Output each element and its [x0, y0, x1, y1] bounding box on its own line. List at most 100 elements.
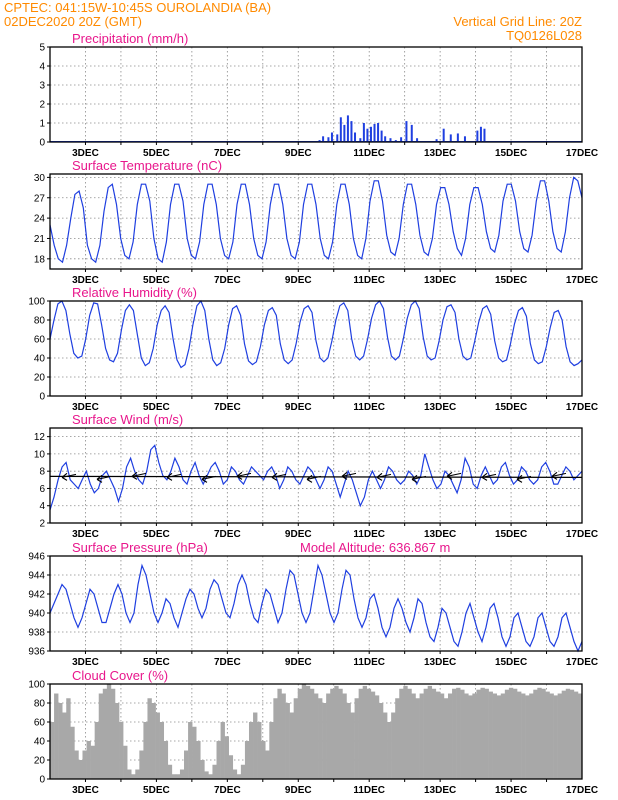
- x-tick-label: 11DEC: [353, 529, 385, 540]
- wind-arrow: [516, 474, 532, 483]
- cloud-bar: [500, 693, 506, 779]
- panel-precip: Precipitation (mm/h) 0 1 2 3 4 5 3DEC 5DEC 7DEC 9D…: [39, 31, 598, 159]
- panel-frame: [49, 173, 583, 270]
- x-tick-label: 9DEC: [285, 529, 312, 540]
- cloud-bar: [171, 774, 177, 779]
- precip-bar: [339, 117, 342, 142]
- cloud-bar: [342, 693, 347, 779]
- wind-arrow: [236, 471, 252, 480]
- x-tick-label: 7DEC: [214, 657, 241, 668]
- y-tick-label: 2: [39, 100, 45, 111]
- cloud-bar: [573, 691, 579, 779]
- precip-bar: [479, 126, 482, 142]
- rh-series-line: [49, 299, 583, 369]
- cloud-bar: [350, 712, 355, 779]
- cloud-bar: [257, 722, 262, 779]
- cloud-bar: [261, 741, 266, 779]
- cloud-bar: [240, 764, 246, 779]
- cloud-bar: [285, 703, 290, 779]
- cloud-bar: [391, 712, 396, 779]
- cloud-bar: [378, 703, 384, 779]
- cloud-bar: [163, 741, 169, 779]
- cloud-bar: [366, 688, 372, 779]
- x-tick-label: 15DEC: [495, 529, 527, 540]
- x-tick-label: 15DEC: [495, 785, 527, 796]
- panel-temp: Surface Temperature (nC) 18 21 24 27 30 3DEC 5D…: [34, 158, 598, 286]
- header-grid-note: Vertical Grid Line: 20Z: [453, 14, 582, 29]
- x-tick-label: 7DEC: [214, 529, 241, 540]
- panel-title-temp: Surface Temperature (nC): [72, 158, 222, 173]
- cloud-bar: [411, 693, 416, 779]
- cloud-bar: [123, 745, 128, 779]
- wind-arrow: [271, 472, 287, 481]
- wind-arrow: [131, 471, 147, 480]
- cloud-bar: [492, 693, 498, 779]
- wind-arrow: [341, 471, 357, 480]
- x-tick-label: 5DEC: [143, 529, 170, 540]
- header-location: CPTEC: 041:15W-10:45S OUROLANDIA (BA): [4, 0, 271, 15]
- panel-cloud: Cloud Cover (%) 0 20 40 60 80 100 3DEC 5DEC 7DEC 9…: [28, 668, 598, 796]
- cloud-bar: [301, 684, 307, 779]
- cloud-bar: [86, 741, 91, 779]
- precip-bar: [327, 137, 330, 142]
- cloud-bar: [354, 698, 359, 779]
- x-tick-label: 17DEC: [566, 402, 598, 413]
- cloud-bar: [70, 726, 75, 779]
- cloud-bar: [383, 712, 388, 779]
- cloud-bar: [529, 693, 534, 779]
- cloud-bar: [78, 760, 83, 779]
- y-tick-label: 30: [34, 173, 46, 184]
- cloud-bar: [114, 703, 120, 779]
- panel-frame: [49, 683, 583, 780]
- wind-arrow: [166, 472, 182, 481]
- precip-bar: [463, 136, 466, 142]
- cloud-bar: [90, 745, 95, 779]
- cloud-bar: [472, 693, 477, 779]
- cloud-bar: [346, 703, 351, 779]
- x-tick-label: 11DEC: [353, 148, 385, 159]
- cloud-bar: [443, 698, 449, 779]
- cloud-bar: [131, 774, 136, 779]
- panel-frame: [49, 427, 583, 524]
- cloud-bar: [98, 693, 104, 779]
- x-tick-label: 11DEC: [353, 402, 385, 413]
- precip-bar: [362, 123, 365, 142]
- cloud-bar: [277, 688, 282, 779]
- x-tick-label: 17DEC: [566, 148, 598, 159]
- cloud-bar: [480, 687, 485, 779]
- x-tick-label: 5DEC: [143, 785, 170, 796]
- cloud-bar: [305, 685, 311, 779]
- y-tick-label: 21: [34, 234, 46, 245]
- precip-bar: [456, 133, 459, 142]
- panel-frame: [49, 555, 583, 652]
- x-tick-label: 5DEC: [143, 402, 170, 413]
- cloud-bar: [232, 769, 238, 779]
- cloud-bar: [553, 695, 558, 779]
- x-tick-label: 11DEC: [353, 275, 385, 286]
- cloud-bar: [159, 722, 165, 779]
- cloud-bar: [244, 741, 250, 779]
- precip-bar: [416, 138, 419, 142]
- panel-frame: [49, 300, 583, 397]
- cloud-bar: [435, 691, 441, 779]
- y-tick-label: 4: [39, 62, 45, 73]
- cloud-bar: [330, 688, 335, 779]
- cloud-bar: [452, 688, 457, 779]
- cloud-bar: [484, 688, 489, 779]
- x-tick-label: 13DEC: [424, 657, 456, 668]
- x-tick-label: 5DEC: [143, 657, 170, 668]
- y-tick-label: 20: [34, 756, 46, 767]
- precip-bar: [369, 126, 372, 142]
- precip-bar: [380, 130, 383, 142]
- cloud-bar: [200, 760, 205, 779]
- panel-title-rh: Relative Humidity (%): [72, 285, 197, 300]
- cloud-bar: [265, 750, 270, 779]
- cloud-bar: [208, 774, 213, 779]
- cloud-bar: [309, 688, 315, 779]
- cloud-bar: [167, 764, 173, 779]
- cloud-bar: [82, 750, 87, 779]
- cloud-bar: [423, 688, 428, 779]
- cloud-bar: [512, 688, 518, 779]
- cloud-bar: [326, 693, 331, 779]
- cloud-bar: [143, 722, 148, 779]
